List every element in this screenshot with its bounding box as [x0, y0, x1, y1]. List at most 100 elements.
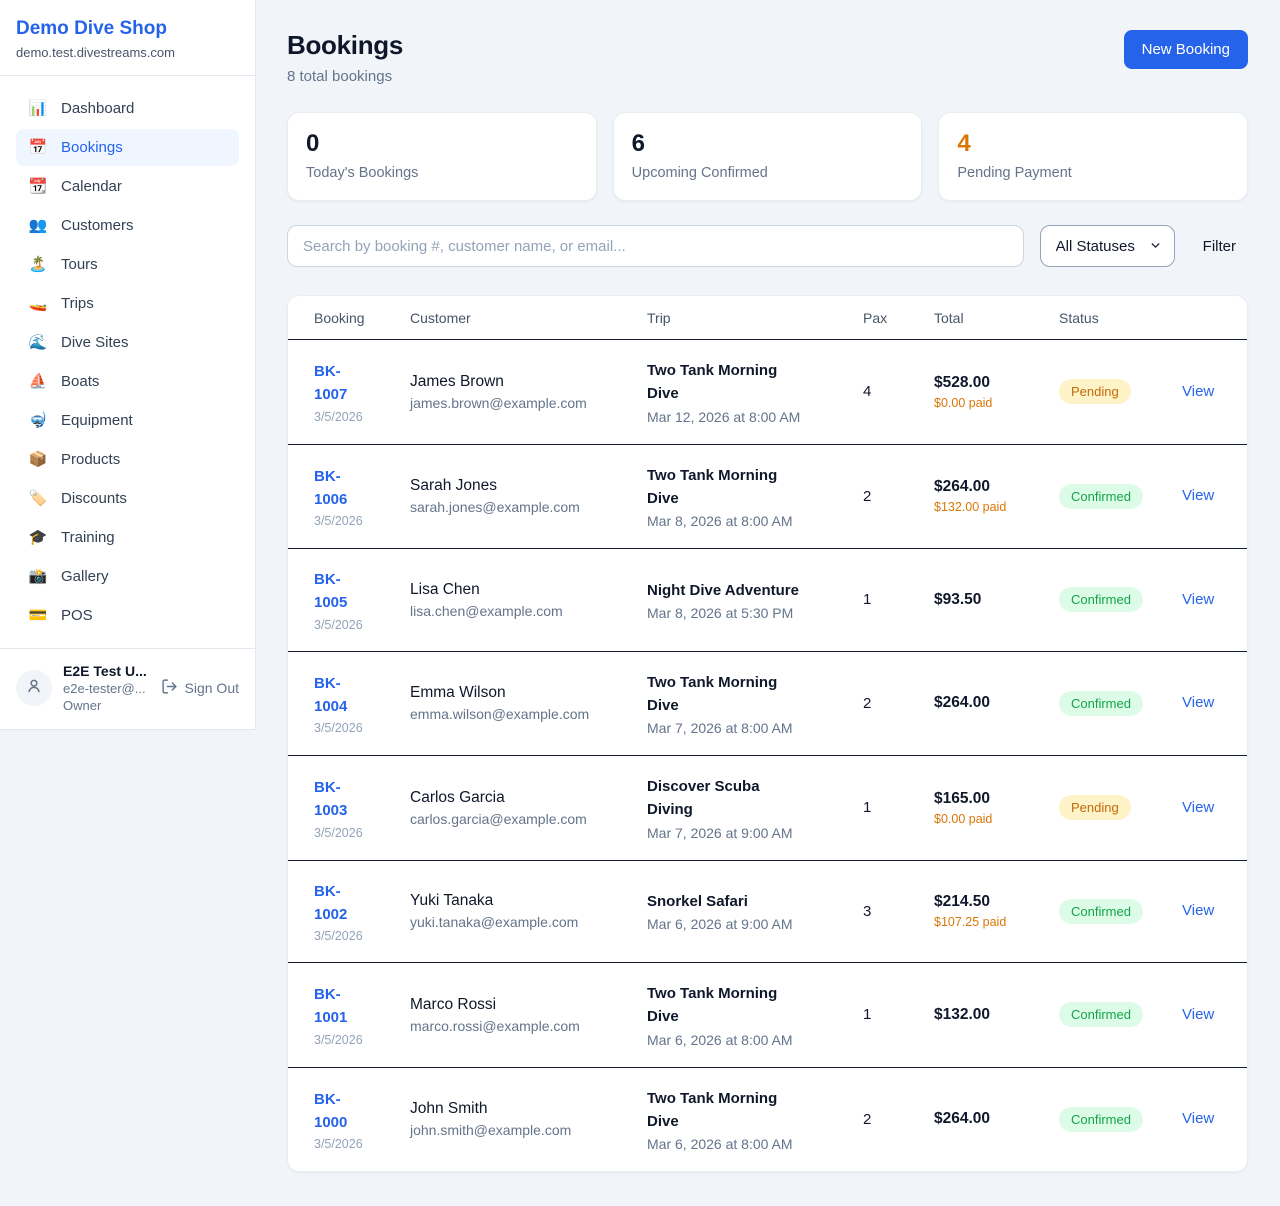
package-icon: 📦 [28, 451, 48, 468]
booking-id-link[interactable]: BK-1002 [314, 882, 348, 923]
sidebar-item-pos[interactable]: 💳 POS [16, 597, 239, 634]
view-link[interactable]: View [1182, 487, 1215, 505]
customer-name: Carlos Garcia [410, 788, 505, 806]
trip-datetime: Mar 6, 2026 at 9:00 AM [647, 916, 793, 933]
total-amount: $264.00 [934, 478, 991, 496]
brand-domain: demo.test.divestreams.com [16, 45, 175, 60]
user-email: e2e-tester@... [63, 681, 146, 696]
col-header-customer: Customer [410, 310, 471, 326]
customer-name: James Brown [410, 372, 504, 390]
booking-id-link[interactable]: BK-1004 [314, 674, 348, 715]
calendar-day-icon: 📅 [28, 139, 48, 156]
stat-card-upcoming-confirmed: 6 Upcoming Confirmed [612, 112, 923, 201]
status-badge: Confirmed [1059, 1002, 1143, 1028]
total-amount: $165.00 [934, 789, 991, 807]
sidebar-item-label: Calendar [61, 178, 122, 195]
status-badge: Confirmed [1059, 898, 1143, 924]
booking-date: 3/5/2026 [314, 617, 363, 632]
customer-email: james.brown@example.com [410, 394, 587, 411]
table-row: BK-1006 3/5/2026 Sarah Jones sarah.jones… [288, 444, 1247, 549]
sidebar-item-label: Dashboard [61, 100, 135, 117]
sidebar-item-trips[interactable]: 🚤 Trips [16, 285, 239, 322]
status-badge: Confirmed [1059, 690, 1143, 716]
table-row: BK-1002 3/5/2026 Yuki Tanaka yuki.tanaka… [288, 860, 1247, 963]
table-row: BK-1000 3/5/2026 John Smith john.smith@e… [288, 1067, 1247, 1171]
trip-datetime: Mar 8, 2026 at 8:00 AM [647, 513, 793, 529]
total-amount: $264.00 [934, 694, 991, 712]
sidebar-item-products[interactable]: 📦 Products [16, 441, 239, 478]
trip-name: Two Tank Morning Dive [647, 673, 778, 714]
view-link[interactable]: View [1182, 382, 1215, 400]
new-booking-button[interactable]: New Booking [1123, 30, 1248, 69]
view-link[interactable]: View [1182, 902, 1215, 920]
total-amount: $528.00 [934, 373, 991, 391]
paid-amount: $132.00 paid [934, 500, 1007, 515]
sidebar-item-calendar[interactable]: 📆 Calendar [16, 168, 239, 205]
view-link[interactable]: View [1182, 1005, 1215, 1023]
booking-id-link[interactable]: BK-1000 [314, 1090, 348, 1131]
search-input[interactable] [287, 225, 1024, 267]
view-link[interactable]: View [1182, 1110, 1215, 1128]
sign-out-button[interactable]: Sign Out [161, 678, 239, 698]
stat-value: 6 [631, 130, 646, 157]
trip-name: Two Tank Morning Dive [647, 466, 778, 507]
customer-email: emma.wilson@example.com [410, 706, 590, 723]
trip-name: Snorkel Safari [647, 893, 748, 911]
booking-date: 3/5/2026 [314, 825, 363, 840]
trip-datetime: Mar 6, 2026 at 8:00 AM [647, 1136, 793, 1152]
filter-button[interactable]: Filter [1191, 238, 1248, 255]
island-icon: 🏝️ [28, 256, 48, 273]
status-badge: Pending [1059, 379, 1131, 405]
pax-count: 1 [863, 1006, 872, 1024]
stats-row: 0 Today's Bookings 6 Upcoming Confirmed … [287, 112, 1248, 201]
grad-cap-icon: 🎓 [28, 529, 48, 546]
booking-id-link[interactable]: BK-1007 [314, 363, 348, 404]
status-select-wrap: All Statuses [1039, 225, 1175, 267]
sidebar-item-gallery[interactable]: 📸 Gallery [16, 558, 239, 595]
sidebar-item-training[interactable]: 🎓 Training [16, 519, 239, 556]
customer-name: Lisa Chen [410, 580, 480, 598]
booking-id-link[interactable]: BK-1005 [314, 571, 348, 612]
status-select[interactable]: All Statuses [1039, 225, 1175, 267]
view-link[interactable]: View [1182, 590, 1215, 608]
col-header-booking: Booking [314, 310, 365, 326]
sidebar-item-equipment[interactable]: 🤿 Equipment [16, 402, 239, 439]
total-amount: $264.00 [934, 1110, 991, 1128]
avatar [16, 670, 52, 706]
sidebar-item-dive-sites[interactable]: 🌊 Dive Sites [16, 324, 239, 361]
sidebar-item-label: Bookings [61, 139, 123, 156]
sidebar-item-dashboard[interactable]: 📊 Dashboard [16, 90, 239, 127]
sidebar-item-customers[interactable]: 👥 Customers [16, 207, 239, 244]
customer-email: sarah.jones@example.com [410, 499, 580, 516]
sidebar-item-bookings[interactable]: 📅 Bookings [16, 129, 239, 166]
sidebar-item-discounts[interactable]: 🏷️ Discounts [16, 480, 239, 517]
customer-email: john.smith@example.com [410, 1122, 572, 1139]
page-title: Bookings [287, 30, 404, 60]
view-link[interactable]: View [1182, 694, 1215, 712]
booking-id-link[interactable]: BK-1003 [314, 779, 348, 820]
paid-amount: $0.00 paid [934, 395, 993, 410]
customer-email: lisa.chen@example.com [410, 602, 563, 619]
booking-id-link[interactable]: BK-1006 [314, 467, 348, 508]
sidebar-item-label: Boats [61, 373, 100, 390]
tag-icon: 🏷️ [28, 490, 48, 507]
pax-count: 2 [863, 487, 872, 505]
col-header-trip: Trip [647, 310, 671, 326]
sidebar-item-label: Equipment [61, 412, 133, 429]
table-row: BK-1005 3/5/2026 Lisa Chen lisa.chen@exa… [288, 548, 1247, 652]
stat-value: 0 [306, 130, 320, 157]
col-header-actions [1170, 296, 1247, 340]
status-badge: Confirmed [1059, 483, 1143, 509]
stat-value: 4 [957, 130, 971, 157]
user-name: E2E Test U... [63, 663, 147, 679]
trip-datetime: Mar 7, 2026 at 9:00 AM [647, 824, 793, 841]
sidebar-item-boats[interactable]: ⛵ Boats [16, 363, 239, 400]
sidebar-item-label: Customers [61, 217, 134, 234]
user-info: E2E Test U... e2e-tester@... Owner [63, 663, 150, 713]
booking-date: 3/5/2026 [314, 1032, 363, 1047]
view-link[interactable]: View [1182, 798, 1215, 816]
booking-id-link[interactable]: BK-1001 [314, 986, 348, 1027]
sidebar-item-tours[interactable]: 🏝️ Tours [16, 246, 239, 283]
customer-email: carlos.garcia@example.com [410, 810, 587, 827]
sailboat-icon: ⛵ [28, 373, 48, 390]
